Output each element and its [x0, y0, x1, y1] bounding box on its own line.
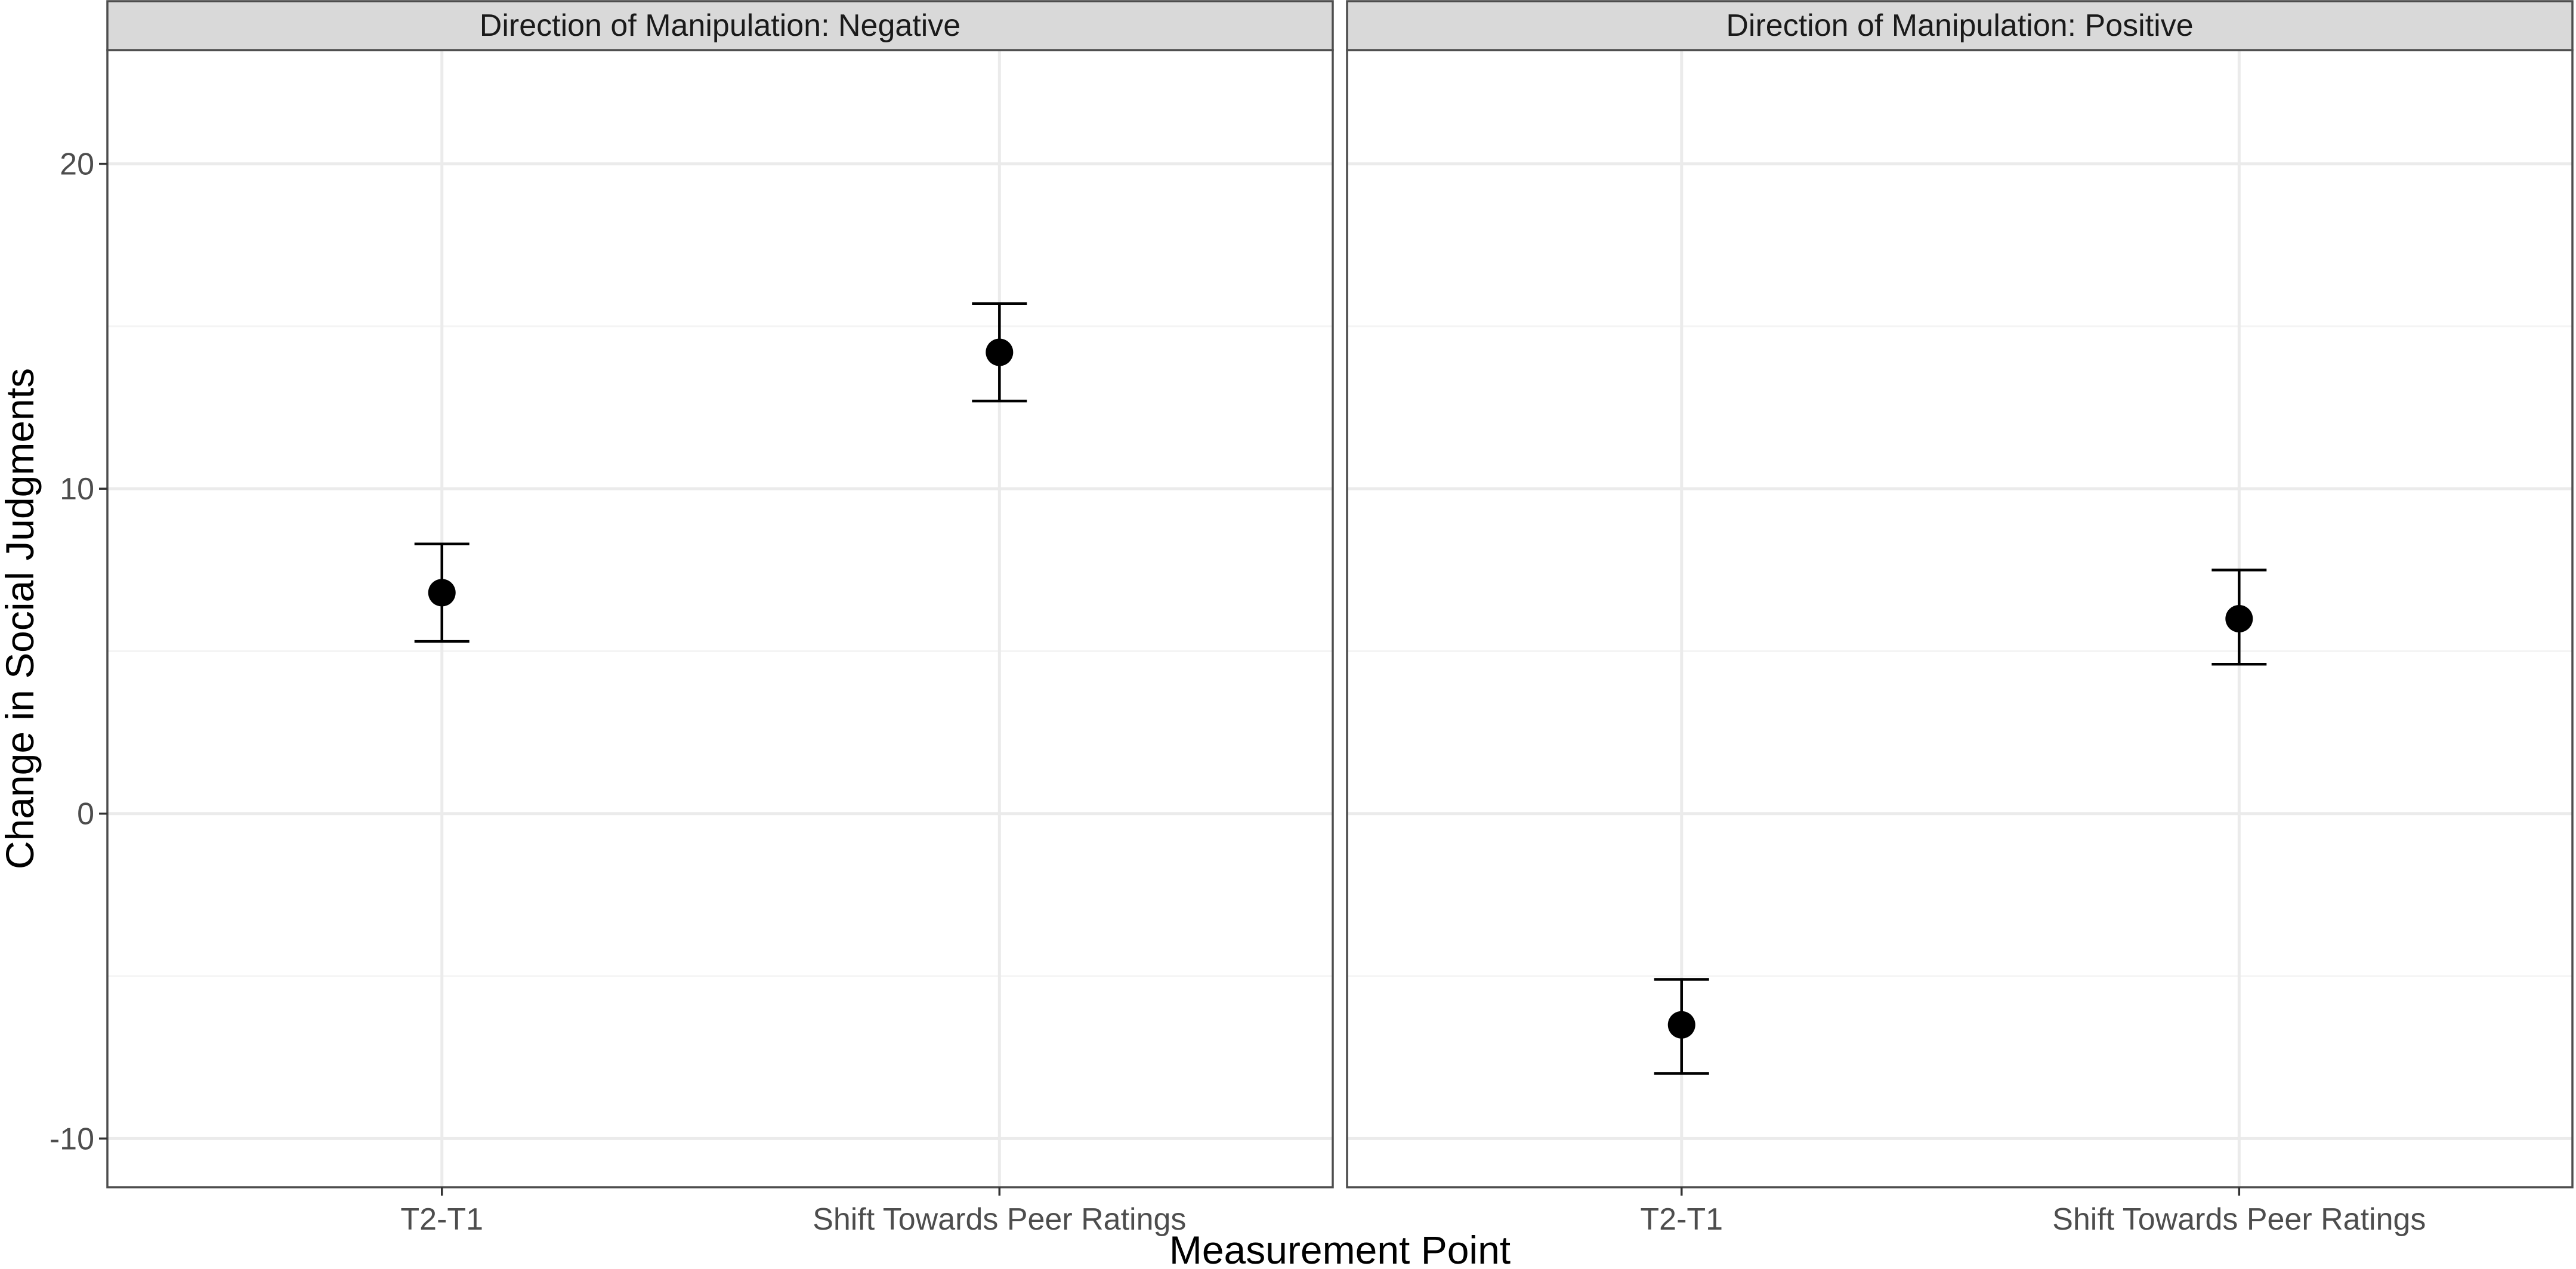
x-tick-label: T2-T1: [400, 1202, 483, 1237]
facet-strip: [1346, 0, 2574, 51]
data-point: [2225, 605, 2253, 632]
y-tick-label: 0: [77, 797, 94, 832]
x-tick-label: T2-T1: [1640, 1202, 1723, 1237]
facet-strip-title: Direction of Manipulation: Positive: [1726, 8, 2193, 43]
data-point: [986, 338, 1014, 366]
panel-background: [1347, 50, 2572, 1187]
data-point: [428, 579, 456, 607]
x-tick-label: Shift Towards Peer Ratings: [2052, 1202, 2426, 1237]
data-point: [1667, 1011, 1695, 1039]
x-tick-label: Shift Towards Peer Ratings: [813, 1202, 1186, 1237]
y-tick-label: 10: [60, 472, 94, 507]
facet-strip-title: Direction of Manipulation: Negative: [480, 8, 960, 43]
facet-strip: [106, 0, 1334, 51]
y-tick-label: 20: [60, 147, 94, 182]
panel-background: [107, 50, 1333, 1187]
y-axis-title: Change in Social Judgments: [0, 368, 42, 869]
x-axis-title: Measurement Point: [1169, 1228, 1511, 1266]
y-tick-label: -10: [50, 1122, 94, 1156]
